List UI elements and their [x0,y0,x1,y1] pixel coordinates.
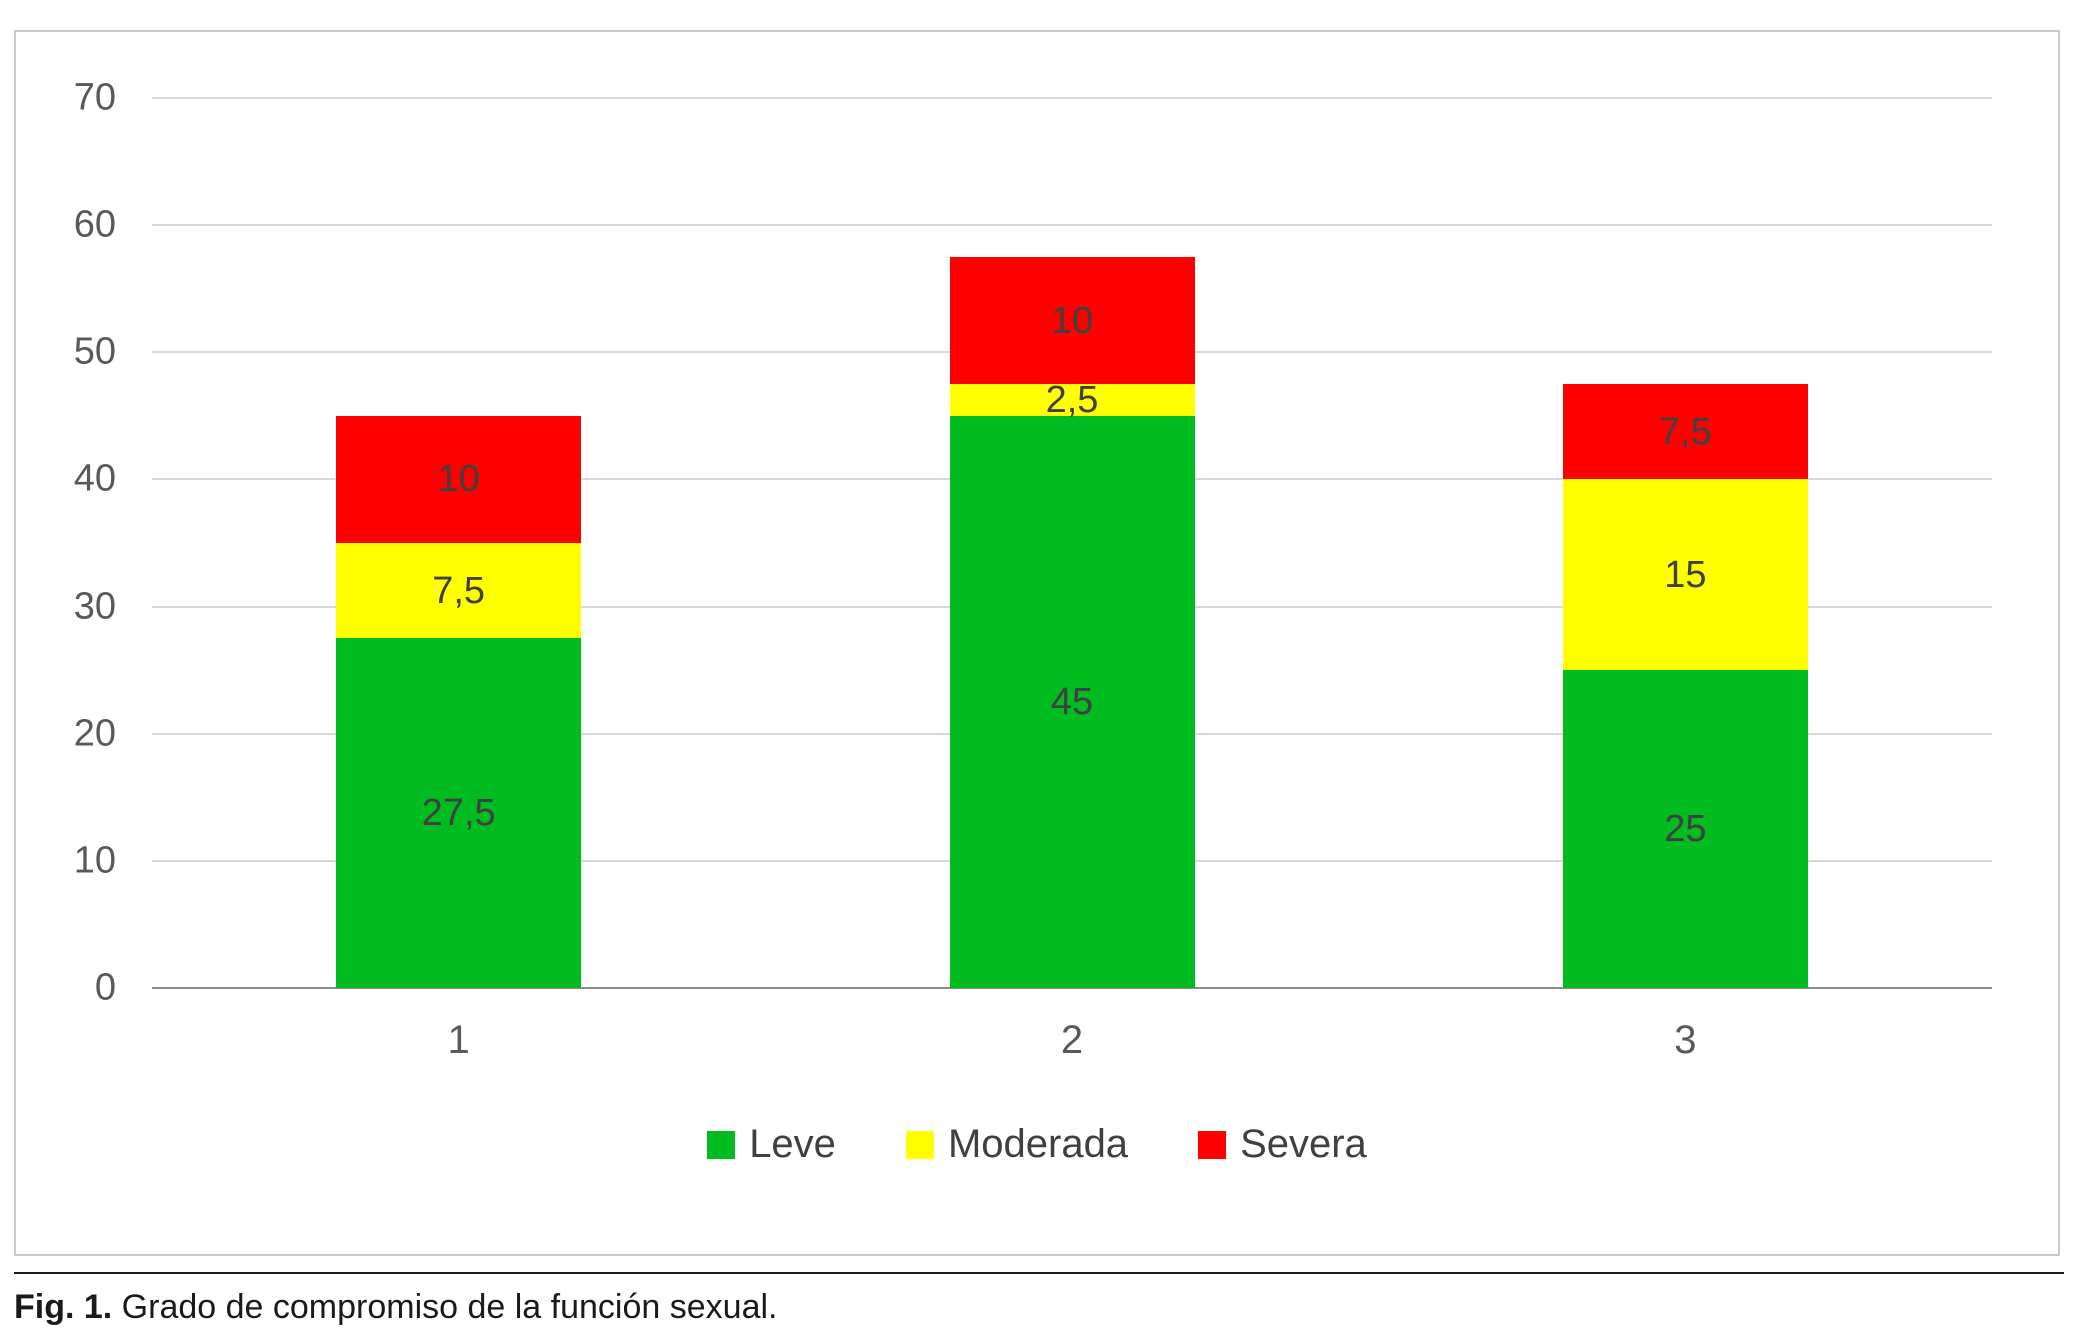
bar-segment-leve: 27,5 [336,638,582,988]
legend-item-moderada: Moderada [905,1122,1129,1167]
y-axis-tick-label: 20 [73,712,116,755]
data-label: 7,5 [1658,410,1712,453]
data-label: 10 [1050,299,1094,342]
figure-caption-number: Fig. 1. [14,1288,113,1326]
chart-frame: 0 10 20 30 40 50 60 70 27,5 7,5 10 1 45 2,5 10 2 25 15 7,5… [14,30,2060,1256]
x-axis-tick-label: 1 [447,1018,470,1062]
data-label: 2,5 [1045,378,1099,421]
bar-segment-severa: 10 [949,256,1195,385]
data-label: 10 [437,458,480,501]
legend-label: Leve [749,1122,836,1166]
legend-item-severa: Severa [1198,1122,1367,1167]
legend-swatch-leve-icon [707,1130,736,1159]
caption-divider [14,1272,2064,1274]
y-axis-tick-label: 30 [73,585,116,628]
bar-segment-moderada: 7,5 [336,543,582,639]
data-label: 7,5 [432,569,486,612]
bar-segment-moderada: 2,5 [949,378,1195,421]
gridline [152,224,1992,227]
legend: Leve Moderada Severa [16,1122,2058,1167]
figure-caption: Fig. 1. Grado de compromiso de la funció… [14,1288,777,1327]
legend-label: Moderada [947,1122,1129,1166]
data-label: 45 [1050,680,1094,723]
bar-segment-severa: 7,5 [1562,384,1808,480]
y-axis-tick-label: 40 [73,457,116,500]
y-axis-tick-label: 50 [73,330,116,373]
y-axis-tick-label: 10 [73,839,116,882]
y-axis-tick-label: 70 [73,76,116,119]
bar-segment-leve: 25 [1562,670,1808,988]
x-axis-tick-label: 3 [1674,1018,1697,1062]
data-label: 15 [1664,553,1707,596]
figure-caption-text: Grado de compromiso de la función sexual… [112,1288,778,1326]
plot-area: 0 10 20 30 40 50 60 70 27,5 7,5 10 1 45 2,5 10 2 25 15 7,5… [74,77,1992,1062]
data-label: 27,5 [421,792,496,835]
legend-swatch-severa-icon [1198,1130,1227,1159]
x-axis-line [152,987,1992,989]
bar-segment-moderada: 15 [1562,479,1808,671]
legend-label: Severa [1240,1122,1367,1166]
x-axis-tick-label: 2 [1060,1018,1084,1062]
bar-segment-severa: 10 [336,415,582,543]
data-label: 25 [1664,808,1707,851]
gridline [152,97,1992,99]
legend-swatch-moderada-icon [905,1130,934,1159]
y-axis-tick-label: 60 [73,203,116,246]
y-axis-tick-label: 0 [94,966,116,1009]
legend-item-leve: Leve [707,1122,836,1167]
bar-segment-leve: 45 [949,415,1195,988]
